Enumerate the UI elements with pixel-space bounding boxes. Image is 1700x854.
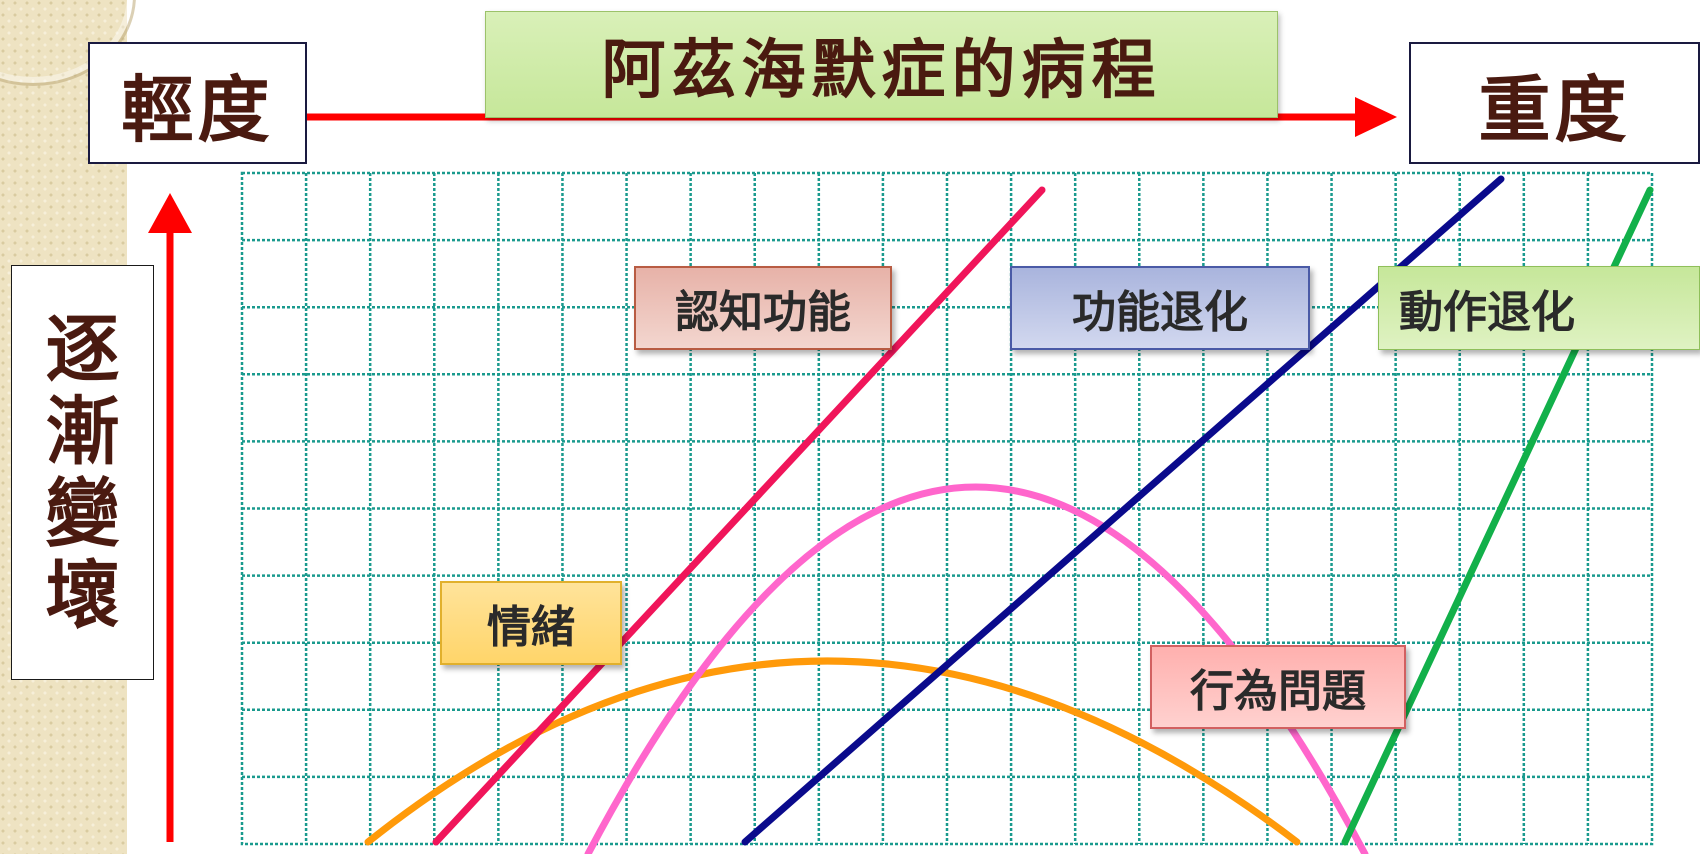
emotion-curve xyxy=(364,657,1301,846)
function-decline-curve-label: 功能退化 xyxy=(1010,266,1310,350)
vertical-label-char: 壞 xyxy=(45,552,120,639)
vertical-label-char: 逐 xyxy=(45,306,120,393)
cognition-curve xyxy=(432,186,1046,846)
mild-stage-label: 輕度 xyxy=(88,42,307,164)
horizontal-arrow-head xyxy=(1355,97,1397,137)
cognition-curve-label: 認知功能 xyxy=(634,266,892,350)
function-curve xyxy=(741,175,1505,846)
chart-title: 阿茲海默症的病程 xyxy=(485,11,1278,118)
behavior-problems-curve-label: 行為問題 xyxy=(1150,645,1406,729)
emotion-curve-label: 情緒 xyxy=(440,581,622,665)
vertical-label-char: 變 xyxy=(45,470,120,557)
vertical-arrow-head xyxy=(148,193,192,233)
vertical-label-char: 漸 xyxy=(45,388,120,475)
severe-stage-label: 重度 xyxy=(1409,42,1700,164)
motor-decline-curve-label: 動作退化 xyxy=(1378,266,1700,350)
gradual-worsening-label: 逐 漸 變 壞 xyxy=(11,265,154,680)
